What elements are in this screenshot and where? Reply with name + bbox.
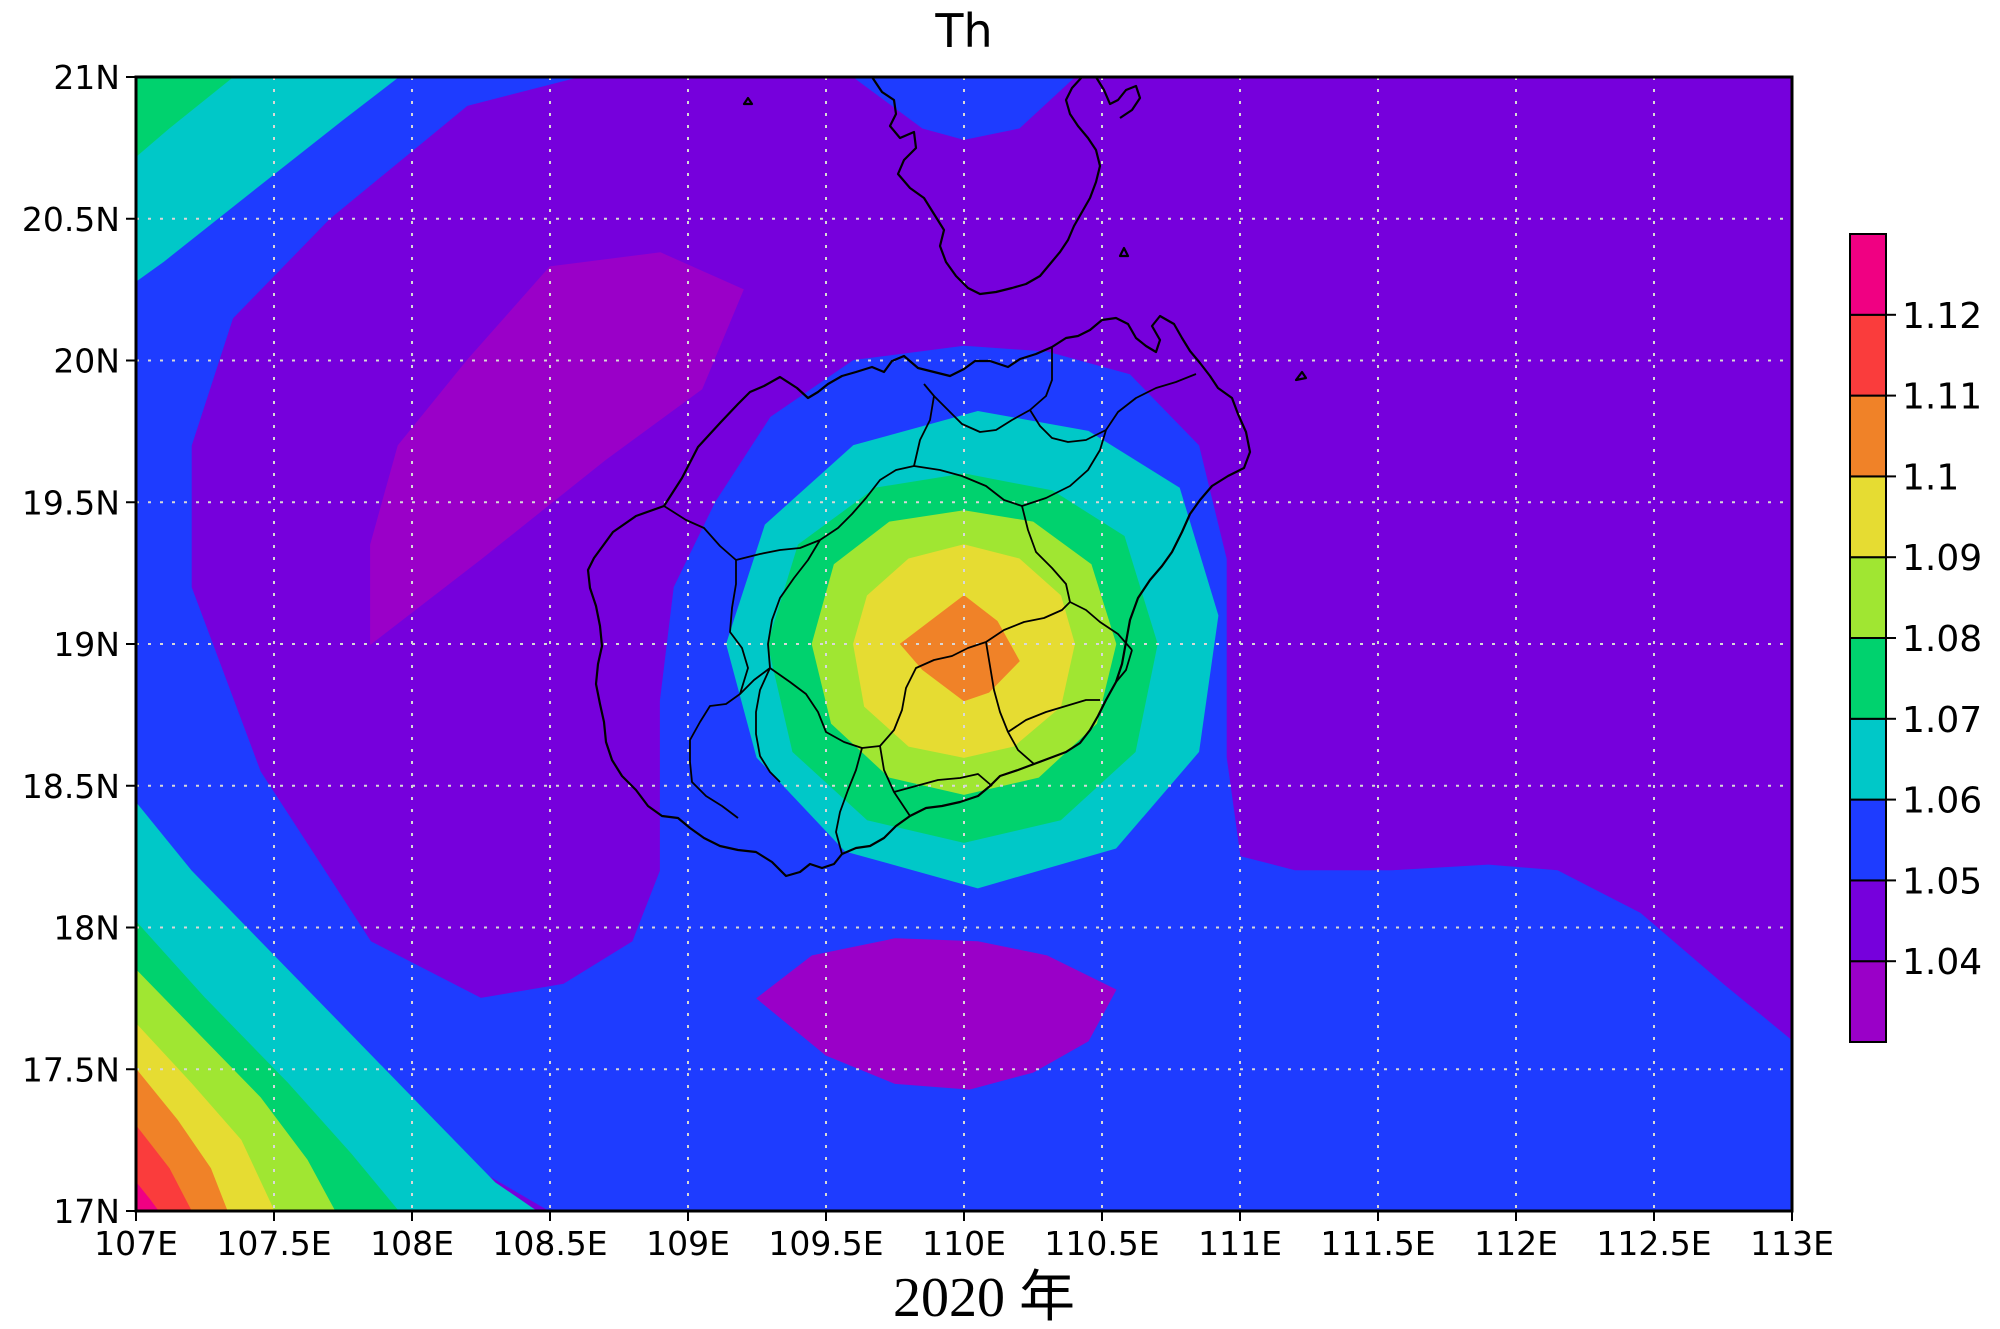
colorbar-swatch (1849, 313, 1887, 397)
hainan-coastline (586, 314, 1252, 878)
colorbar-label: 1.09 (1902, 538, 1982, 579)
colorbar-swatch (1849, 717, 1887, 801)
admin-boundary (689, 667, 771, 819)
contour-band (899, 595, 1020, 702)
lon-tick-label: 110.5E (1044, 1224, 1159, 1263)
colorbar-swatch (1849, 556, 1887, 640)
colorbar-swatch (1849, 475, 1887, 559)
colorbar-label: 1.11 (1902, 377, 1982, 418)
colorbar-label: 1.12 (1902, 296, 1982, 337)
lat-tick-label: 19N (53, 625, 120, 664)
admin-boundary (769, 667, 881, 749)
colorbar-swatch (1849, 233, 1887, 316)
admin-boundary (729, 560, 749, 695)
admin-boundary (1007, 699, 1100, 733)
colorbar-label: 1.07 (1902, 700, 1982, 741)
colorbar: 1.04 1.05 1.06 1.07 1.08 1.09 1.1 1.11 1.12 (1849, 233, 1982, 1044)
lon-tick-label: 108.5E (492, 1224, 607, 1263)
admin-boundary (913, 383, 935, 467)
colorbar-label: 1.06 (1902, 781, 1982, 822)
colorbar-swatch (1849, 960, 1887, 1044)
lat-tick-label: 19.5N (22, 483, 120, 522)
lon-tick-label: 109E (646, 1224, 730, 1263)
lon-tick-label: 113E (1750, 1224, 1834, 1263)
colorbar-swatch (1849, 798, 1887, 882)
lon-tick-label: 107E (94, 1224, 178, 1263)
lon-tick-label: 107.5E (216, 1224, 331, 1263)
admin-boundary (879, 745, 911, 817)
lat-tick-label: 17.5N (22, 1050, 120, 1089)
admin-boundary (879, 641, 987, 747)
island-outline (742, 96, 754, 106)
island-outline (1118, 246, 1130, 258)
admin-boundary (767, 539, 821, 669)
lon-tick-label: 111.5E (1320, 1224, 1435, 1263)
contour-band (852, 77, 1076, 140)
grid-lines (136, 77, 1792, 1211)
admin-boundary (735, 539, 821, 561)
leizhou-peninsula-coastline (1095, 77, 1142, 119)
admin-boundary (985, 641, 1035, 765)
colorbar-swatch (1849, 879, 1887, 963)
lon-tick-label: 112E (1474, 1224, 1558, 1263)
admin-boundary (1029, 409, 1107, 443)
admin-boundary (1115, 649, 1133, 683)
admin-boundary (1105, 373, 1197, 431)
lat-tick-label: 21N (53, 58, 120, 97)
colorbar-swatch (1849, 394, 1887, 478)
lon-tick-label: 110E (922, 1224, 1006, 1263)
map-caption: 2020 年 (893, 1267, 1075, 1329)
contour-band (136, 1181, 159, 1211)
map-title: Th (934, 4, 992, 58)
lat-tick-label: 18N (53, 909, 120, 948)
lon-tick-label: 112.5E (1596, 1224, 1711, 1263)
lon-tick-label: 109.5E (768, 1224, 883, 1263)
contour-band (136, 1125, 192, 1211)
admin-boundary (663, 505, 737, 561)
admin-boundary (985, 601, 1071, 643)
admin-boundary (835, 747, 863, 855)
lon-tick-label: 111E (1198, 1224, 1282, 1263)
admin-boundary (1021, 505, 1071, 603)
contour-band (136, 77, 234, 158)
contour-band (136, 77, 400, 282)
colorbar-swatch (1849, 637, 1887, 720)
lat-tick-label: 20N (53, 342, 120, 381)
lon-tick-label: 108E (370, 1224, 454, 1263)
leizhou-peninsula-coastline (871, 77, 1102, 296)
admin-boundary (893, 773, 993, 793)
colorbar-label: 1.05 (1902, 861, 1982, 902)
admin-boundary (819, 465, 915, 541)
admin-boundary (755, 667, 781, 783)
island-outline (1294, 370, 1308, 382)
colorbar-label: 1.04 (1902, 942, 1982, 983)
lat-tick-label: 20.5N (22, 200, 120, 239)
admin-boundary (933, 347, 1053, 433)
boundary-lines (586, 77, 1308, 878)
contour-band (370, 252, 744, 646)
admin-boundary (1069, 601, 1133, 651)
colorbar-label: 1.1 (1902, 457, 1959, 498)
lat-tick-label: 17N (53, 1192, 120, 1231)
lat-tick-label: 18.5N (22, 767, 120, 806)
axis-ticks: 107E 107.5E 108E 108.5E 109E 109.5E 110E 110.5E… (22, 58, 1834, 1263)
colorbar-label: 1.08 (1902, 619, 1982, 660)
